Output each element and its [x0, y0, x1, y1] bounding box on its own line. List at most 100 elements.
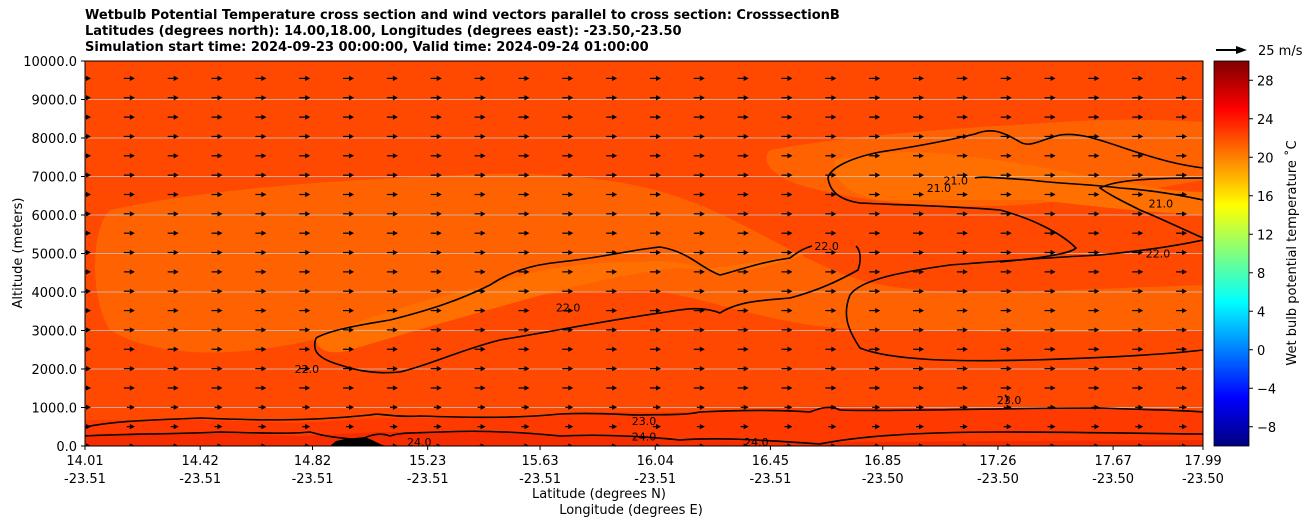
wind-vector [1091, 424, 1100, 430]
wind-vector [781, 307, 793, 314]
wind-vector [255, 230, 267, 236]
contour-24-near-surface [85, 430, 1203, 445]
wind-vector [343, 211, 355, 217]
wind-vector [343, 153, 355, 159]
wind-vector [170, 404, 179, 410]
wind-vector [562, 133, 574, 140]
x-tick-label-lat: 16.04 [637, 454, 674, 469]
y-axis-label: Altitude (meters) [11, 198, 26, 309]
wind-vector [343, 307, 355, 314]
wind-vector [474, 191, 486, 198]
colorbar-tick-label: 20 [1257, 151, 1274, 166]
wind-vector [1000, 211, 1012, 217]
wind-vector [956, 385, 968, 391]
wind-vector [956, 269, 968, 275]
wind-vector [343, 191, 355, 198]
wind-vector [343, 366, 355, 372]
wind-vector [609, 443, 618, 446]
wind-vector [211, 307, 223, 314]
wind-vector [521, 424, 530, 430]
wind-vector [913, 191, 925, 198]
x-axis-label: Latitude (degrees N) [532, 487, 666, 502]
wind-vector [211, 153, 223, 159]
contour-lines [85, 129, 1203, 445]
wind-vector [258, 424, 267, 430]
wind-vector [781, 191, 793, 198]
wind-vector [784, 443, 793, 446]
wind-vector [1132, 95, 1144, 101]
y-tick-label: 4000.0 [32, 286, 78, 301]
wind-vector [474, 249, 486, 256]
wind-vector [1044, 172, 1056, 178]
wind-vector [916, 404, 925, 410]
wind-vector [956, 191, 968, 198]
wind-vector [781, 346, 793, 352]
wind-vector [299, 230, 311, 236]
wind-vector [85, 114, 91, 120]
wind-vector [211, 288, 223, 294]
wind-vector [126, 404, 135, 410]
wind-vector [825, 75, 837, 82]
wind-vector [649, 307, 661, 314]
colorbar-tick-label: 0 [1257, 344, 1265, 359]
wind-vector [740, 443, 749, 446]
wind-vector [430, 75, 442, 82]
wind-vector [825, 230, 837, 236]
wind-vector [781, 133, 793, 140]
wind-vector [737, 114, 749, 120]
wind-vector [649, 346, 661, 352]
wind-vector [386, 211, 398, 217]
wind-vector [167, 153, 179, 159]
wind-vector [781, 153, 793, 159]
wind-vector [211, 249, 223, 256]
wind-vector [386, 153, 398, 159]
wind-vector [913, 95, 925, 101]
colorbar-tick-label: 28 [1257, 74, 1274, 89]
wind-vector [167, 211, 179, 217]
wind-vector [343, 95, 355, 101]
chart-title-line-3: Simulation start time: 2024-09-23 00:00:… [85, 40, 649, 55]
wind-vector [211, 95, 223, 101]
wind-vector [825, 153, 837, 159]
wind-vector [521, 404, 530, 410]
wind-vector [1088, 75, 1100, 82]
wind-vector [562, 366, 574, 372]
wind-vector [825, 191, 837, 198]
colorbar-tick-label: 12 [1257, 228, 1274, 243]
wind-vector [562, 249, 574, 256]
wind-vector [126, 443, 135, 446]
wind-vector [167, 269, 179, 275]
wind-vector [959, 404, 968, 410]
wind-vector [606, 75, 618, 82]
wind-vectors [85, 75, 1188, 446]
wind-vector [255, 172, 267, 178]
wind-vector [1176, 172, 1188, 178]
wind-vector [913, 172, 925, 178]
wind-vector [916, 424, 925, 430]
wind-vector [956, 172, 968, 178]
x-axis-label-2: Longitude (degrees E) [559, 503, 703, 518]
contour-23-small [1004, 394, 1009, 403]
contour-23-near-surface [85, 406, 1203, 428]
wind-vector [214, 443, 223, 446]
wind-vector [1044, 307, 1056, 314]
wind-vector [606, 249, 618, 256]
wind-vector [170, 443, 179, 446]
wind-vector [386, 133, 398, 140]
wind-vector [343, 114, 355, 120]
wind-vector [1044, 153, 1056, 159]
wind-vector [1176, 346, 1188, 352]
contour-21-upper-b [827, 129, 1203, 263]
wind-vector [1088, 114, 1100, 120]
wind-vector [1044, 75, 1056, 82]
wind-vector [693, 385, 705, 391]
contour-label: 21.0 [927, 182, 952, 195]
wind-vector [828, 443, 837, 446]
contour-22-upper-region [845, 239, 1203, 362]
wind-vector [737, 288, 749, 294]
wind-vector [302, 424, 311, 430]
wind-vector [430, 307, 442, 314]
wind-vector [474, 230, 486, 236]
wind-vector [606, 327, 618, 333]
wind-vector [696, 404, 705, 410]
